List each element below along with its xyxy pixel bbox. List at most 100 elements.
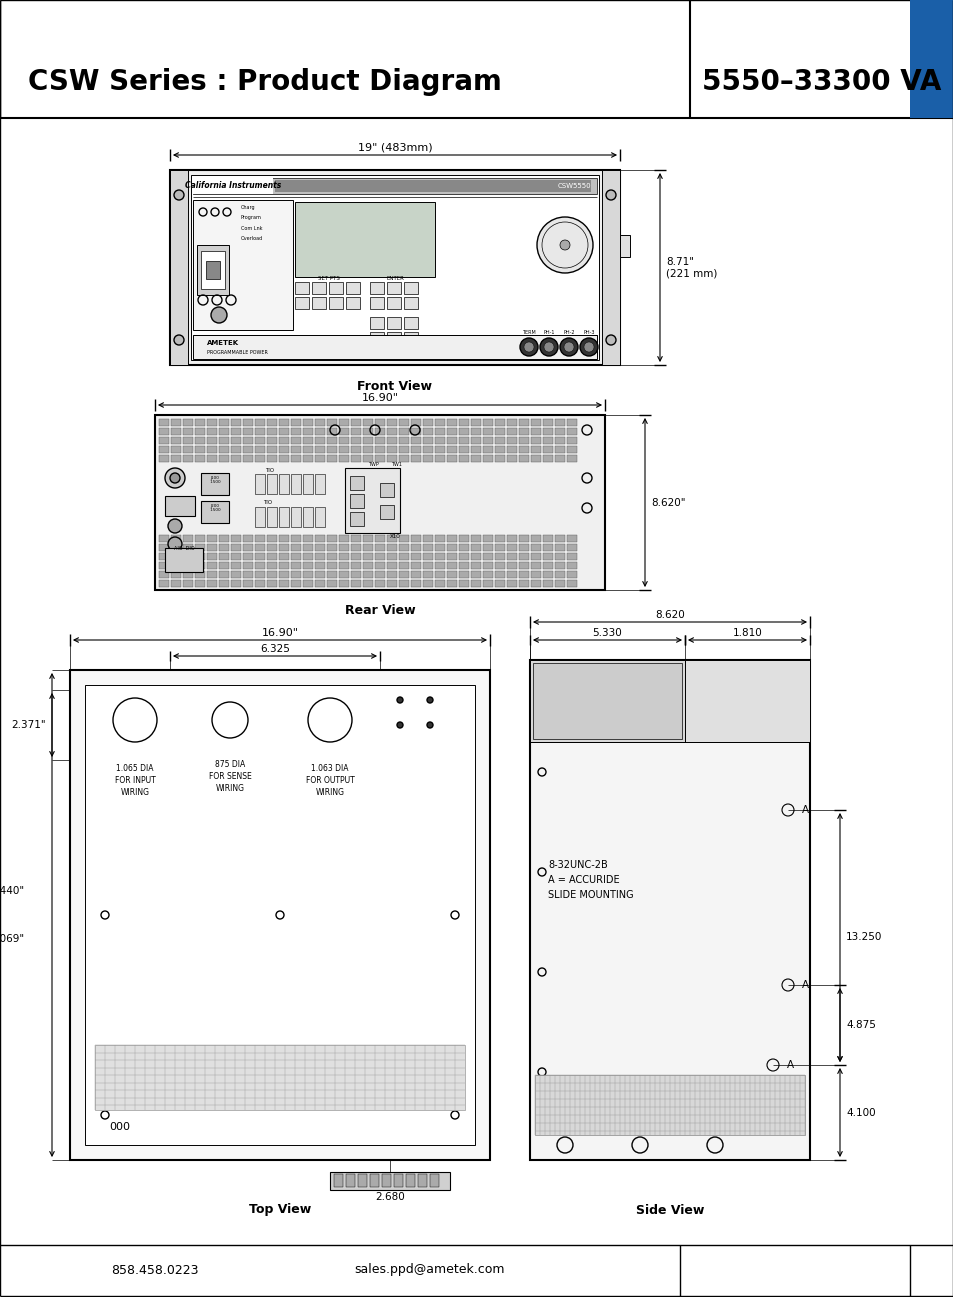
Bar [566,553,577,560]
Bar [417,1174,427,1187]
Bar [495,562,504,569]
Circle shape [427,722,433,728]
Bar [471,437,480,444]
Bar [542,553,553,560]
Bar [219,553,229,560]
Bar [387,455,396,462]
Bar [291,446,301,453]
Bar [303,473,313,494]
Circle shape [579,339,598,355]
Bar [291,553,301,560]
Bar [482,534,493,542]
Text: Rear View: Rear View [344,603,415,616]
Bar [531,553,540,560]
Bar [219,428,229,434]
Bar [447,553,456,560]
Bar [435,446,444,453]
Bar [542,571,553,578]
Bar [278,437,289,444]
Bar [542,419,553,425]
Circle shape [168,537,182,551]
Bar [194,580,205,588]
Bar [254,437,265,444]
Bar [183,437,193,444]
Bar [370,1174,378,1187]
Text: A: A [801,805,808,815]
Bar [351,562,360,569]
Bar [398,428,409,434]
Bar [566,428,577,434]
Bar [566,571,577,578]
Bar [398,580,409,588]
Bar [518,553,529,560]
Circle shape [519,339,537,355]
Bar [430,1174,438,1187]
Bar [471,455,480,462]
Bar [231,562,241,569]
Bar [327,428,336,434]
Bar [495,534,504,542]
Bar [350,476,364,490]
Bar [278,507,289,527]
Bar [447,562,456,569]
Bar [351,553,360,560]
Bar [435,437,444,444]
Bar [154,415,604,590]
Bar [207,534,216,542]
Bar [291,507,301,527]
Bar [159,455,169,462]
Bar [70,671,490,1160]
Text: 13.250: 13.250 [845,933,882,943]
Bar [375,428,385,434]
Bar [422,446,433,453]
Text: 16.90": 16.90" [261,628,298,638]
Bar [482,562,493,569]
Bar [531,437,540,444]
Bar [403,281,417,294]
Bar [370,316,384,329]
Bar [327,553,336,560]
Circle shape [396,722,402,728]
Text: PH-3: PH-3 [582,329,594,335]
Circle shape [537,217,593,272]
Bar [254,507,265,527]
Bar [267,571,276,578]
Text: 8-32UNC-2B
A = ACCURIDE
SLIDE MOUNTING: 8-32UNC-2B A = ACCURIDE SLIDE MOUNTING [547,860,633,900]
Bar [267,446,276,453]
Bar [350,512,364,527]
Text: 1.065 DIA
FOR INPUT
WIRING: 1.065 DIA FOR INPUT WIRING [114,764,155,796]
Bar [196,245,229,294]
Bar [601,170,619,364]
Bar [327,534,336,542]
Text: PROGRAMMABLE POWER: PROGRAMMABLE POWER [207,349,268,354]
Bar [482,580,493,588]
Text: AIO  DIO: AIO DIO [173,546,194,550]
Bar [351,419,360,425]
Bar [495,419,504,425]
Bar [398,446,409,453]
Bar [531,428,540,434]
Bar [254,419,265,425]
Bar [278,571,289,578]
Bar [243,562,253,569]
Bar [254,571,265,578]
Bar [183,428,193,434]
Circle shape [605,335,616,345]
Bar [194,553,205,560]
Bar [518,571,529,578]
Bar [291,455,301,462]
Bar [303,571,313,578]
Bar [219,437,229,444]
Bar [165,495,194,516]
Bar [159,419,169,425]
Bar [458,446,469,453]
Bar [363,580,373,588]
Bar [219,534,229,542]
Bar [518,437,529,444]
Bar [201,501,229,523]
Bar [194,562,205,569]
Bar [518,446,529,453]
Bar [327,446,336,453]
Text: PH-2: PH-2 [562,329,574,335]
Bar [403,316,417,329]
